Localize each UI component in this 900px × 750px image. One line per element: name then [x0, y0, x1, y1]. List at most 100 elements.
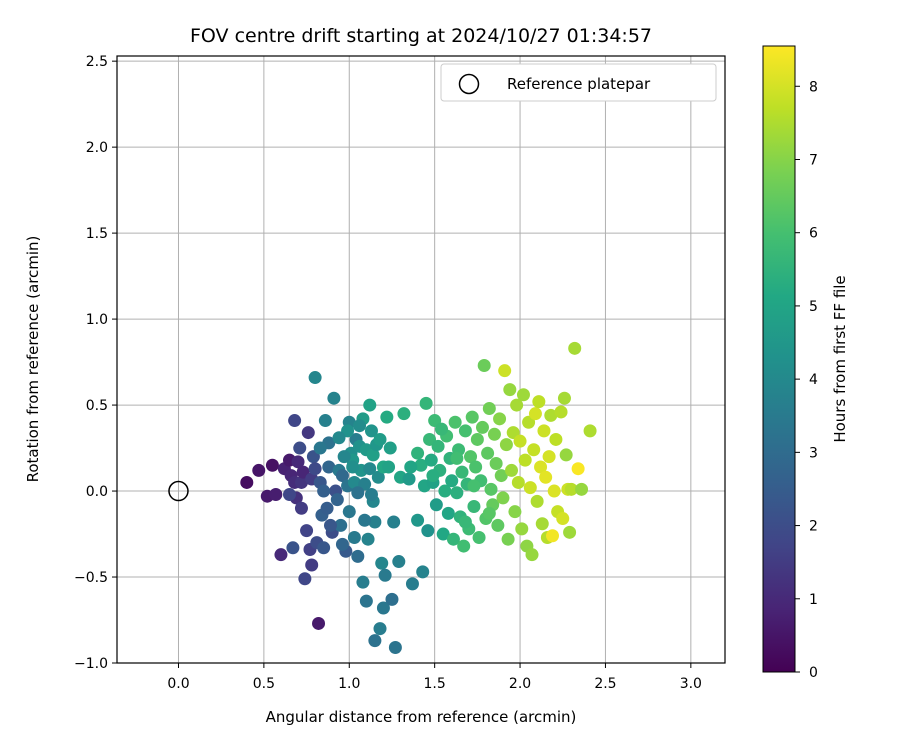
data-point	[347, 530, 361, 544]
data-point	[537, 424, 551, 438]
data-point	[347, 475, 361, 489]
data-point	[467, 479, 481, 493]
data-point	[317, 484, 331, 498]
data-point	[421, 524, 435, 538]
data-point	[308, 371, 322, 385]
x-axis-label: Angular distance from reference (arcmin)	[266, 708, 577, 726]
data-point	[337, 450, 351, 464]
data-point	[484, 482, 498, 496]
data-point	[397, 407, 411, 421]
x-tick-label: 0.0	[167, 676, 189, 692]
data-point	[446, 532, 460, 546]
data-point	[240, 475, 254, 489]
data-point	[457, 539, 471, 553]
data-point	[356, 575, 370, 589]
y-tick-label: −1.0	[74, 656, 108, 672]
data-point	[252, 463, 266, 477]
data-point	[335, 469, 349, 483]
data-point	[382, 460, 396, 474]
data-point	[294, 501, 308, 515]
y-tick-label: 2.0	[86, 140, 108, 156]
data-point	[482, 506, 496, 520]
data-point	[380, 410, 394, 424]
x-axis-ticks: 0.0 0.5 1.0 1.5 2.0 2.5 3.0	[167, 663, 702, 692]
data-point	[455, 465, 469, 479]
data-point	[498, 364, 512, 378]
data-point	[383, 441, 397, 455]
data-point	[547, 484, 561, 498]
data-point	[363, 398, 377, 412]
data-point	[448, 415, 462, 429]
data-point	[511, 475, 525, 489]
data-point	[269, 487, 283, 501]
data-point	[375, 556, 389, 570]
data-point	[571, 462, 585, 476]
data-point	[467, 500, 481, 514]
data-point	[527, 443, 541, 457]
data-point	[475, 420, 489, 434]
data-point	[450, 486, 464, 500]
x-tick-label: 2.5	[594, 676, 616, 692]
data-point	[298, 572, 312, 586]
data-point	[429, 498, 443, 512]
data-point	[515, 522, 529, 536]
data-point	[368, 515, 382, 529]
data-point	[426, 469, 440, 483]
data-point	[411, 446, 425, 460]
data-point	[535, 517, 549, 531]
data-point	[366, 448, 380, 462]
data-point	[554, 405, 568, 419]
data-point	[301, 426, 315, 440]
colorbar-tick-label: 3	[809, 445, 818, 461]
data-point	[371, 470, 385, 484]
data-point	[505, 463, 519, 477]
data-point	[351, 549, 365, 563]
data-point	[438, 484, 452, 498]
data-point	[575, 482, 589, 496]
data-point	[487, 427, 501, 441]
plot-frame	[116, 55, 726, 664]
data-point	[544, 408, 558, 422]
data-point	[489, 457, 503, 471]
data-point	[291, 455, 305, 469]
data-point	[330, 493, 344, 507]
data-point	[436, 527, 450, 541]
data-point	[364, 424, 378, 438]
data-point	[388, 641, 402, 655]
data-point	[300, 524, 314, 538]
data-point	[557, 391, 571, 405]
colorbar-tick-label: 5	[809, 299, 818, 315]
data-point	[385, 592, 399, 606]
data-point	[493, 412, 507, 426]
colorbar-ticks: 0 1 2 3 4 5 6 7 8	[795, 79, 818, 681]
data-point	[353, 419, 367, 433]
y-tick-label: 0.0	[86, 484, 108, 500]
data-point	[373, 432, 387, 446]
colorbar-tick-label: 1	[809, 592, 818, 608]
data-point	[424, 453, 438, 467]
data-point	[411, 513, 425, 527]
data-point	[332, 431, 346, 445]
colorbar-tick-label: 0	[809, 665, 818, 681]
data-point	[564, 482, 578, 496]
data-point	[378, 568, 392, 582]
data-point	[530, 494, 544, 508]
data-point	[568, 341, 582, 355]
data-point	[414, 458, 428, 472]
data-point	[469, 460, 483, 474]
data-point	[458, 424, 472, 438]
data-point	[416, 565, 430, 579]
y-axis-ticks: −1.0 −0.5 0.0 0.5 1.0 1.5 2.0 2.5	[74, 54, 117, 672]
data-point	[556, 512, 570, 526]
y-tick-label: 0.5	[86, 398, 108, 414]
colorbar-tick-label: 7	[809, 152, 818, 168]
data-point	[528, 407, 542, 421]
x-tick-label: 0.5	[253, 676, 275, 692]
y-tick-label: 1.0	[86, 312, 108, 328]
data-point	[294, 475, 308, 489]
data-point	[323, 518, 337, 532]
data-point	[405, 577, 419, 591]
grid-lines	[117, 56, 725, 664]
data-point	[481, 446, 495, 460]
y-axis-label: Rotation from reference (arcmin)	[24, 236, 42, 483]
